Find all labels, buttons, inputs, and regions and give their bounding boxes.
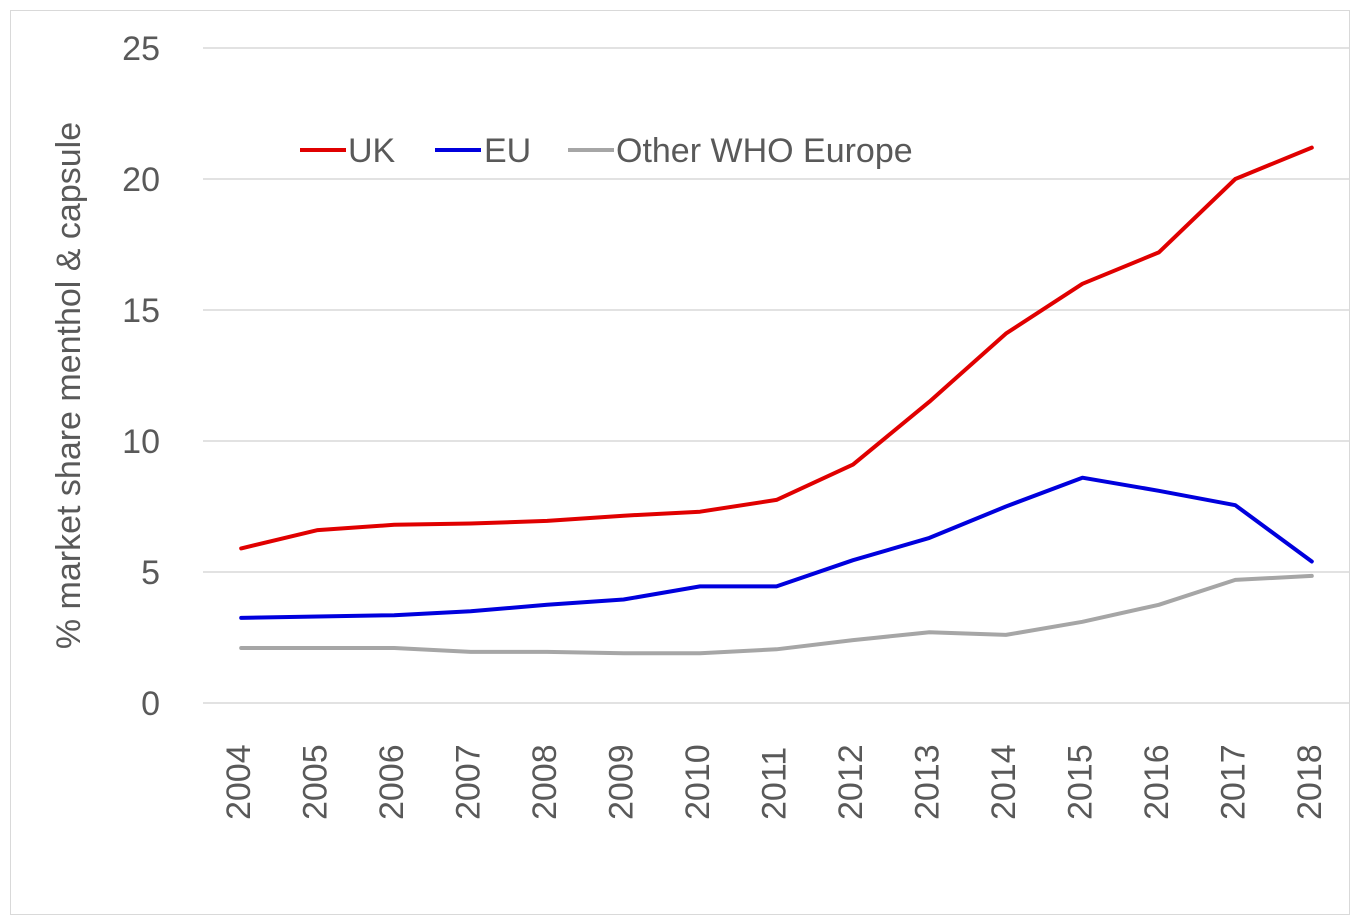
x-tick-label: 2012 xyxy=(832,744,870,820)
x-tick-label: 2015 xyxy=(1061,744,1099,820)
series-line-uk xyxy=(239,145,1314,551)
legend-label-other-who-europe: Other WHO Europe xyxy=(616,132,913,170)
x-tick-label: 2009 xyxy=(603,744,641,820)
x-tick-label: 2016 xyxy=(1138,744,1176,820)
x-tick-label: 2005 xyxy=(297,744,335,820)
y-axis-ticks: 0 5 10 15 20 25 xyxy=(122,30,160,723)
series-lines xyxy=(239,145,1314,656)
x-tick-label: 2006 xyxy=(373,744,411,820)
y-tick-label: 0 xyxy=(141,685,160,723)
series-line-other-who-europe xyxy=(239,573,1314,656)
legend: UK EU Other WHO Europe xyxy=(300,132,913,170)
gridlines xyxy=(203,47,1350,704)
y-tick-label: 15 xyxy=(122,292,160,330)
x-tick-label: 2011 xyxy=(755,747,793,820)
series-line-eu xyxy=(239,475,1314,620)
y-tick-label: 25 xyxy=(122,30,160,68)
x-axis-ticks: 2004 2005 2006 2007 2008 2009 2010 2011 2012 2013… xyxy=(220,744,1329,820)
x-tick-label: 2010 xyxy=(679,744,717,820)
x-tick-label: 2004 xyxy=(220,744,258,820)
x-tick-label: 2017 xyxy=(1214,744,1252,820)
y-tick-label: 5 xyxy=(141,554,160,592)
y-tick-label: 20 xyxy=(122,161,160,199)
x-tick-label: 2008 xyxy=(526,744,564,820)
legend-label-eu: EU xyxy=(484,132,531,170)
legend-label-uk: UK xyxy=(348,132,396,170)
x-tick-label: 2014 xyxy=(985,744,1023,820)
x-tick-label: 2013 xyxy=(908,744,946,820)
x-tick-label: 2018 xyxy=(1291,744,1329,820)
y-axis-title: % market share menthol & capsule xyxy=(50,122,88,649)
x-tick-label: 2007 xyxy=(450,744,488,820)
chart-frame xyxy=(10,10,1350,915)
y-tick-label: 10 xyxy=(122,423,160,461)
